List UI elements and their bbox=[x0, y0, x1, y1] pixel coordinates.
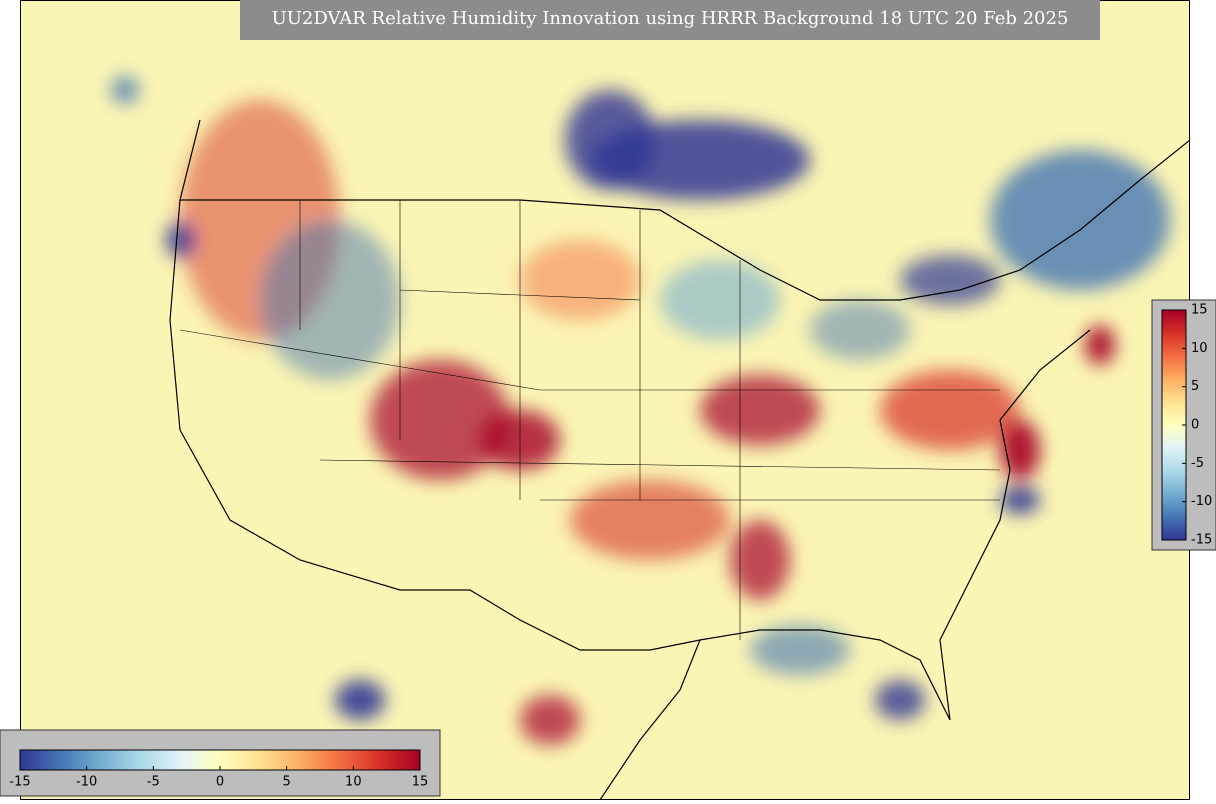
tick-label: 10 bbox=[345, 775, 362, 790]
tick-label: -15 bbox=[9, 775, 30, 790]
tick-label: 0 bbox=[216, 775, 224, 790]
map bbox=[20, 0, 1190, 800]
tick-label: -5 bbox=[1191, 456, 1204, 471]
tick-label: 10 bbox=[1191, 341, 1208, 356]
tick-label: 5 bbox=[283, 775, 291, 790]
title-box bbox=[240, 0, 1100, 40]
tick-label: 0 bbox=[1191, 418, 1199, 433]
tick-label: -5 bbox=[147, 775, 160, 790]
tick-label: -10 bbox=[76, 775, 97, 790]
tick-label: 15 bbox=[412, 775, 429, 790]
tick-label: 15 bbox=[1191, 303, 1208, 318]
tick-label: -15 bbox=[1191, 533, 1212, 548]
borders bbox=[169, 119, 1190, 800]
tick-label: -10 bbox=[1191, 494, 1212, 509]
tick-label: 5 bbox=[1191, 379, 1199, 394]
chart-title: UU2DVAR Relative Humidity Innovation usi… bbox=[272, 8, 1069, 29]
state-lines bbox=[179, 200, 1001, 640]
